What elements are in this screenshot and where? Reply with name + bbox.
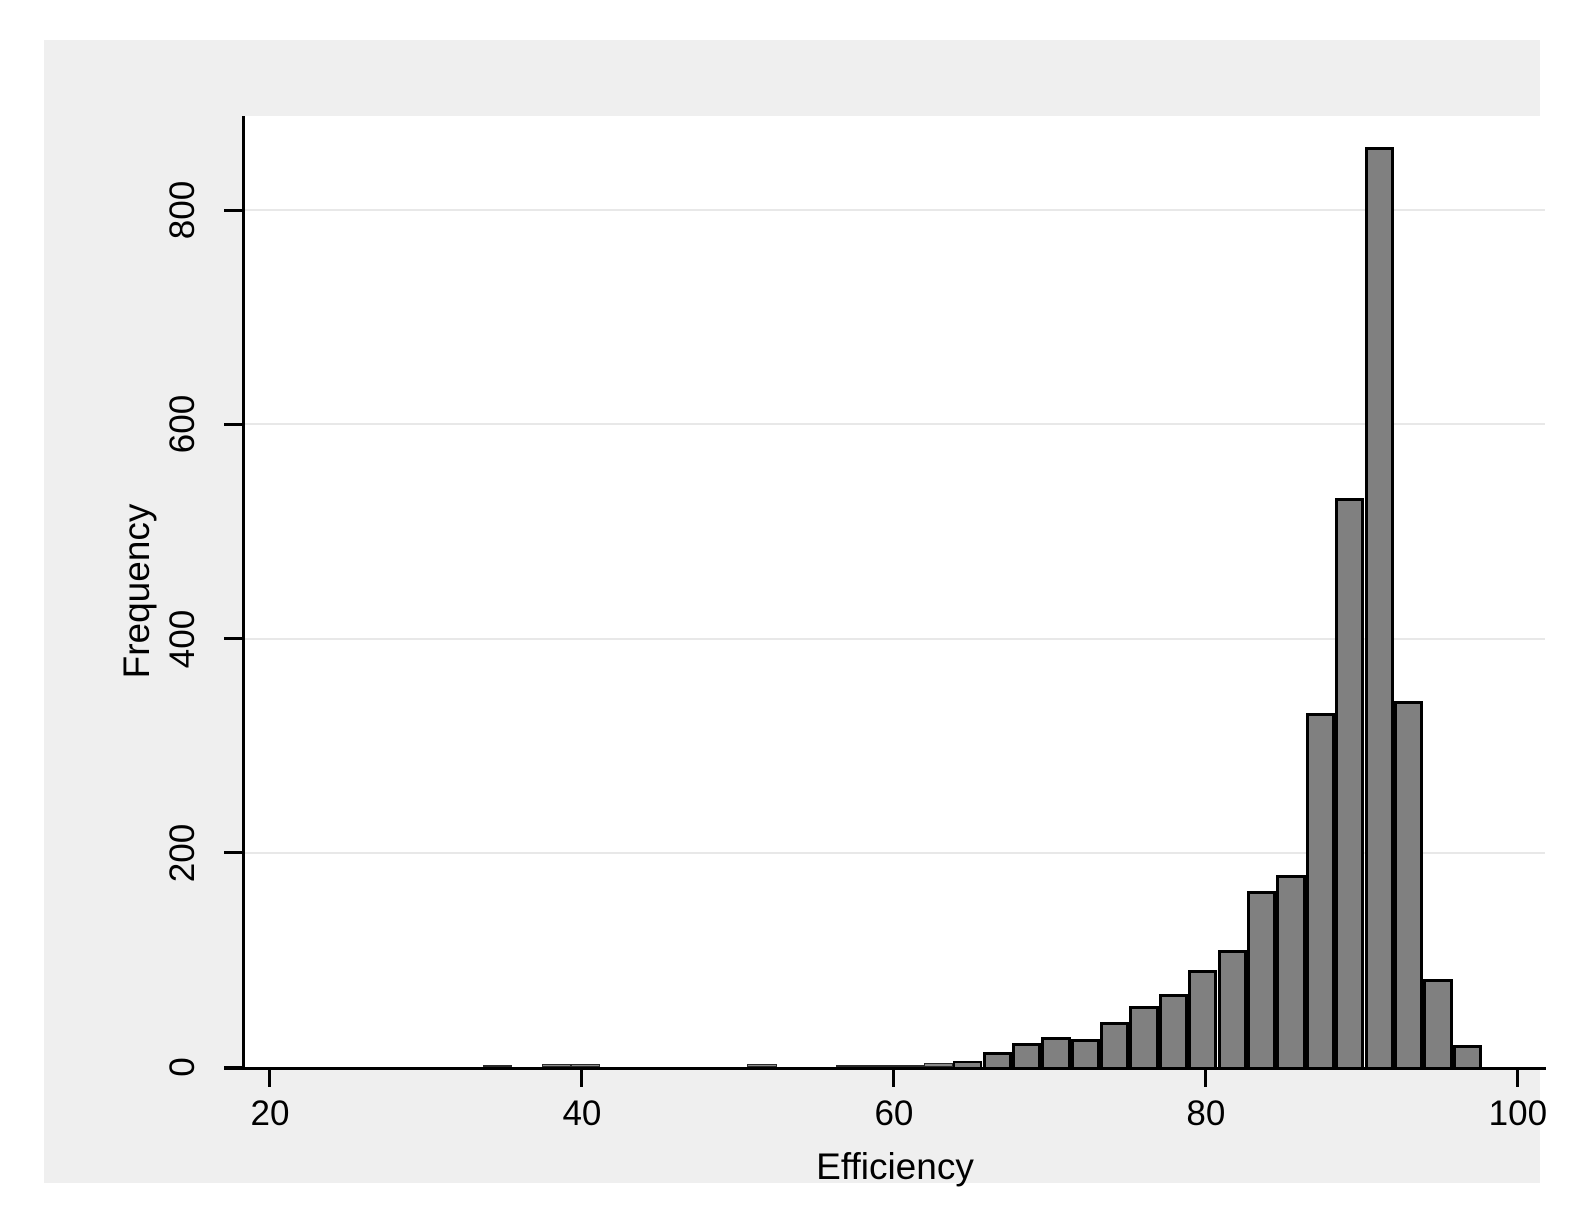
chart-panel: Efficiency Frequency 20 40 60 80 100 0 200 400 6… [44,40,1547,1187]
y-axis-tick-400 [224,637,242,641]
x-axis-tick-60 [892,1070,896,1087]
histogram-bar [1129,1005,1159,1067]
y-tick-label-0: 0 [163,1057,202,1077]
histogram-bar [864,1064,895,1067]
histogram-bar [923,1062,954,1067]
histogram-bar [747,1063,777,1067]
histogram-bar [894,1064,924,1067]
y-axis-tick-800 [224,208,242,212]
histogram-bar [1158,994,1189,1067]
y-axis-tick-600 [224,422,242,426]
histogram-bar [1305,712,1336,1067]
y-axis-title: Frequency [116,503,157,679]
y-tick-label-800: 800 [163,181,202,240]
histogram-bar [835,1064,865,1067]
y-axis-tick-0 [224,1065,242,1069]
x-tick-label-80: 80 [1186,1094,1226,1133]
histogram-bar [571,1063,601,1067]
x-tick-label-40: 40 [562,1094,602,1133]
histogram-bar [1246,891,1277,1067]
gridline-y-400 [245,637,1545,640]
histogram-bar [1276,875,1306,1067]
plot-area: Efficiency Frequency 20 40 60 80 100 0 200 400 6… [116,116,1547,1187]
histogram-bar [541,1063,572,1067]
histogram-bar [982,1052,1012,1067]
gridline-y-800 [245,209,1545,212]
gridline-y-600 [245,423,1545,426]
histogram-bar [1188,969,1218,1067]
x-axis-tick-40 [580,1070,584,1087]
x-tick-label-100: 100 [1488,1094,1548,1133]
y-tick-label-600: 600 [163,395,202,454]
histogram-bar [1423,979,1453,1067]
histogram-bar [1335,498,1365,1067]
histogram-bar [1041,1037,1071,1067]
y-axis-tick-200 [224,851,242,855]
histogram-bar [1099,1022,1130,1067]
x-axis-tick-100 [1516,1070,1520,1087]
x-tick-label-20: 20 [250,1094,290,1133]
histogram-bar [953,1060,983,1067]
x-axis-line [224,1067,1546,1070]
y-axis-line [242,116,245,1070]
x-axis-tick-80 [1204,1070,1208,1087]
histogram-bar [1070,1039,1101,1067]
histogram-bar [1452,1044,1483,1067]
y-tick-label-200: 200 [163,823,202,882]
y-tick-label-400: 400 [163,609,202,668]
x-axis-tick-20 [268,1070,272,1087]
histogram-bar [1393,700,1424,1067]
x-axis-title: Efficiency [816,1146,974,1187]
histogram-bar [1217,950,1247,1067]
histogram-bar [1364,147,1394,1067]
histogram-bar [482,1064,513,1067]
x-tick-label-60: 60 [874,1094,914,1133]
gridline-y-200 [245,851,1545,854]
histogram-bar [1011,1043,1042,1067]
